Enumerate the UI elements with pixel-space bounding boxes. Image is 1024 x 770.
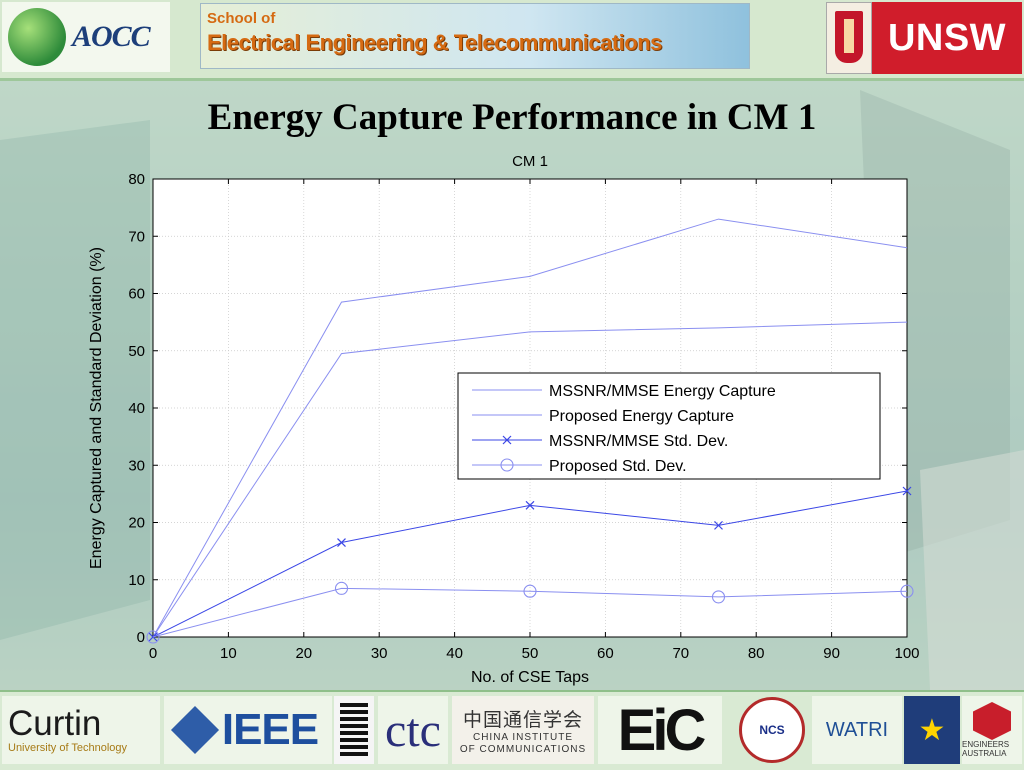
- eic-logo: EiC: [598, 696, 722, 764]
- banner-line1: School of: [207, 10, 276, 27]
- x-tick-label: 70: [672, 645, 689, 662]
- data-point-circle-marker: [523, 584, 537, 598]
- cic-chinese-name: 中国通信学会: [462, 709, 583, 731]
- x-tick-label: 40: [446, 645, 463, 662]
- series-line-0: [152, 218, 908, 638]
- banner-line2: Electrical Engineering & Telecommunicati…: [207, 30, 662, 55]
- data-point-circle-marker: [146, 630, 160, 644]
- data-point-circle-marker: [900, 584, 914, 598]
- legend-label-0: MSSNR/MMSE Energy Capture: [549, 383, 776, 400]
- data-point-x-marker: [714, 520, 723, 530]
- cic-english-line1: CHINA INSTITUTE: [472, 731, 573, 743]
- ieee-diamond-icon: [170, 705, 219, 755]
- y-tick-label: 70: [128, 228, 145, 245]
- y-tick-label: 80: [128, 171, 145, 188]
- cic-english-line2: OF COMMUNICATIONS: [459, 743, 587, 755]
- x-tick-label: 20: [295, 645, 312, 662]
- x-tick-label: 60: [597, 645, 614, 662]
- ctc-logo: ctc: [378, 696, 448, 764]
- x-tick-label: 80: [748, 645, 765, 662]
- china-institute-logo: 中国通信学会 CHINA INSTITUTE OF COMMUNICATIONS: [452, 696, 594, 764]
- footer-logo-bar: Curtin University of Technology IEEE ctc…: [0, 690, 1024, 770]
- aocc-logo: AOCC: [2, 2, 170, 72]
- y-tick-label: 40: [128, 400, 145, 417]
- slide-title: Energy Capture Performance in CM 1: [207, 97, 817, 138]
- unsw-logo-text: UNSW: [872, 2, 1022, 74]
- x-tick-label: 100: [894, 645, 919, 662]
- curtin-subtitle: University of Technology: [8, 742, 128, 754]
- legend-label-2: MSSNR/MMSE Std. Dev.: [549, 433, 728, 450]
- marker-stroke: [337, 538, 346, 547]
- star-icon: ★: [918, 713, 946, 747]
- school-banner: School of Electrical Engineering & Telec…: [200, 3, 750, 69]
- globe-icon: [8, 8, 66, 66]
- bristol-logo: ★: [904, 696, 960, 764]
- y-tick-label: 20: [128, 515, 145, 532]
- y-tick-label: 0: [137, 629, 145, 646]
- data-point-x-marker: [337, 538, 346, 547]
- legend-label-1: Proposed Energy Capture: [549, 408, 734, 425]
- y-tick-label: 60: [128, 286, 145, 303]
- x-tick-label: 30: [371, 645, 388, 662]
- unsw-logo: UNSW: [826, 2, 1022, 74]
- marker-stroke: [902, 486, 912, 496]
- chart-title: CM 1: [512, 153, 548, 170]
- series-line-3: [152, 587, 908, 638]
- hexagon-icon: [973, 702, 1011, 740]
- ieee-logo: IEEE: [164, 696, 332, 764]
- y-axis-label: Energy Captured and Standard Deviation (…: [88, 247, 105, 569]
- ncs-logo: NCS: [736, 696, 808, 764]
- aocc-logo-text: AOCC: [72, 20, 151, 53]
- x-tick-label: 50: [522, 645, 539, 662]
- data-point-circle-marker: [334, 581, 349, 595]
- comsoc-bars-icon: [340, 703, 368, 757]
- watri-logo: WATRI: [812, 696, 902, 764]
- data-point-x-marker: [525, 500, 535, 510]
- marker-stroke: [525, 500, 535, 510]
- x-tick-label: 10: [220, 645, 237, 662]
- x-axis-label: No. of CSE Taps: [471, 669, 589, 686]
- engineers-australia-logo: ENGINEERS AUSTRALIA: [962, 696, 1022, 764]
- energy-capture-chart: 0 10 20 30 40 50 60 70 80 90 100 0 10 20 30 40 50 60 70 80 C…: [88, 153, 920, 686]
- y-tick-label: 50: [128, 343, 145, 360]
- engineers-australia-text: ENGINEERS AUSTRALIA: [962, 740, 1010, 758]
- curtin-logo: Curtin University of Technology: [2, 696, 160, 764]
- unsw-crest-icon: [826, 2, 872, 74]
- y-tick-label: 30: [128, 457, 145, 474]
- x-tick-label: 90: [823, 645, 840, 662]
- legend-marker-x: [502, 435, 512, 445]
- ieee-logo-text: IEEE: [221, 705, 319, 754]
- legend-label-3: Proposed Std. Dev.: [549, 458, 687, 475]
- y-tick-label: 10: [128, 572, 145, 589]
- legend-box: [457, 372, 881, 480]
- x-tick-label: 0: [149, 645, 157, 662]
- series-line-1: [152, 321, 908, 638]
- curtin-name: Curtin: [8, 704, 102, 743]
- header-bar: AOCC School of Electrical Engineering & …: [0, 0, 1024, 81]
- comsoc-logo: [334, 696, 374, 764]
- marker-stroke: [714, 520, 723, 530]
- ncs-seal-icon: NCS: [739, 697, 805, 763]
- legend-marker-circle: [500, 458, 514, 472]
- data-point-circle-marker: [711, 590, 726, 604]
- data-point-x-marker: [902, 486, 912, 496]
